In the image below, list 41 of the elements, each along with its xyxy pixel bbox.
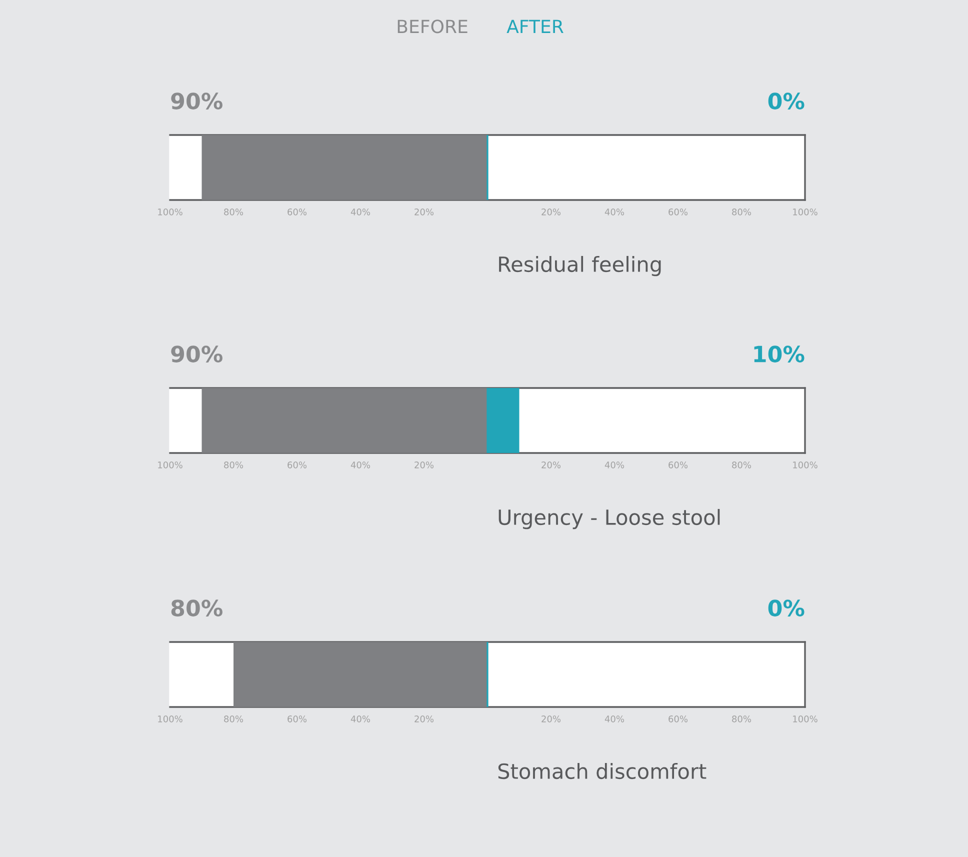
x-tick-label: 40% bbox=[350, 715, 370, 722]
text: BEFORE bbox=[398, 20, 468, 34]
x-tick-label: 60% bbox=[668, 461, 688, 468]
x-tick-label: 40% bbox=[350, 461, 370, 468]
x-tick-label: 60% bbox=[288, 461, 307, 468]
x-tick-label: 60% bbox=[668, 208, 688, 216]
x-tick-label: 60% bbox=[288, 208, 307, 216]
x-tick-label: 60% bbox=[668, 715, 688, 722]
x-tick-label: 40% bbox=[604, 461, 624, 468]
text: AFTER bbox=[506, 20, 564, 33]
x-tick-label: 100% bbox=[793, 715, 818, 722]
x-tick-label: 80% bbox=[732, 208, 752, 216]
x-tick-label: 100% bbox=[793, 461, 818, 468]
x-tick-label: 20% bbox=[414, 208, 434, 216]
x-axis-title: Urgency - Loose stool bbox=[498, 508, 720, 530]
x-tick-label: 60% bbox=[288, 715, 307, 722]
x-tick-label: 100% bbox=[158, 208, 182, 216]
x-tick-label: 20% bbox=[414, 715, 434, 722]
x-tick-label: 40% bbox=[350, 208, 370, 216]
text: 0% bbox=[768, 92, 804, 110]
x-tick-label: 100% bbox=[793, 208, 818, 216]
x-tick-label: 40% bbox=[604, 715, 624, 722]
text: 90% bbox=[171, 346, 222, 362]
x-tick-label: 20% bbox=[542, 208, 561, 216]
x-tick-label: 80% bbox=[732, 461, 752, 468]
x-tick-label: 80% bbox=[732, 715, 752, 722]
x-tick-label: 100% bbox=[158, 461, 182, 468]
text: 90% bbox=[171, 92, 222, 110]
x-tick-label: 80% bbox=[224, 461, 244, 468]
x-tick-label: 40% bbox=[604, 208, 624, 216]
x-tick-label: 100% bbox=[158, 715, 182, 722]
x-tick-label: 20% bbox=[414, 461, 434, 468]
text: 10% bbox=[754, 346, 804, 362]
x-axis-title: Residual feeling bbox=[499, 256, 661, 276]
x-axis-title: Stomach discomfort bbox=[498, 762, 706, 780]
x-tick-label: 80% bbox=[224, 208, 244, 216]
x-tick-label: 20% bbox=[542, 715, 561, 722]
text: 0% bbox=[768, 600, 804, 616]
x-tick-label: 20% bbox=[542, 461, 561, 468]
x-tick-label: 80% bbox=[224, 715, 244, 722]
text: 80% bbox=[171, 600, 222, 616]
